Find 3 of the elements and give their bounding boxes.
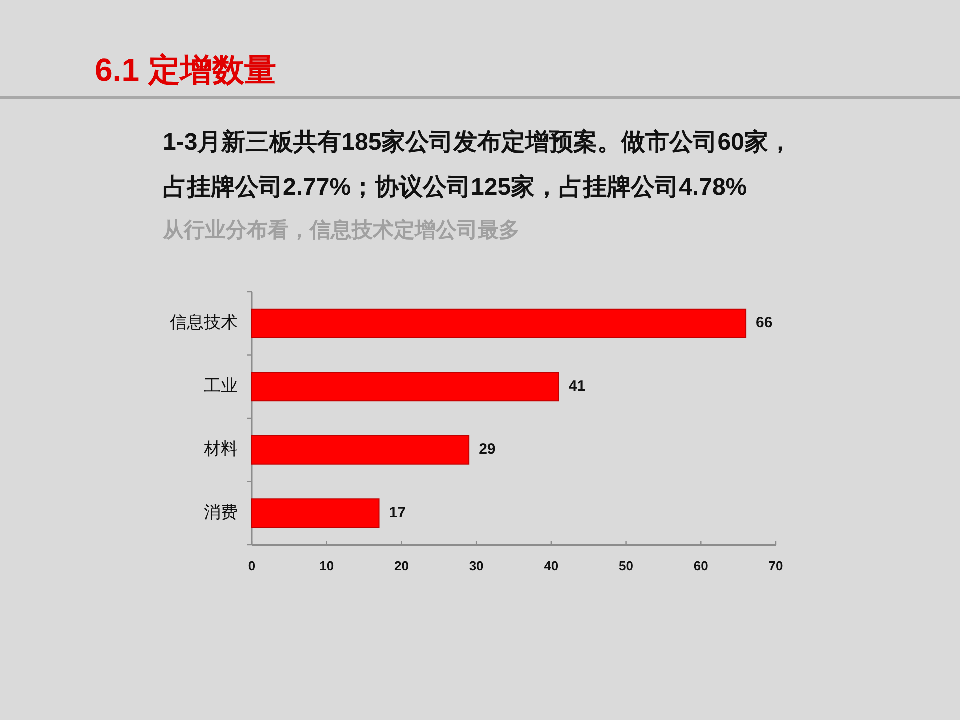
title: 6.1 定增数量 (95, 51, 276, 90)
annotation: 从行业分布看，信息技术定增公司最多 (163, 218, 521, 244)
subtitle: 1-3月新三板共有185家公司发布定增预案。做市公司60家，占挂牌公司2.77%；协议公司125家，占挂牌公司4.78% (163, 128, 794, 203)
